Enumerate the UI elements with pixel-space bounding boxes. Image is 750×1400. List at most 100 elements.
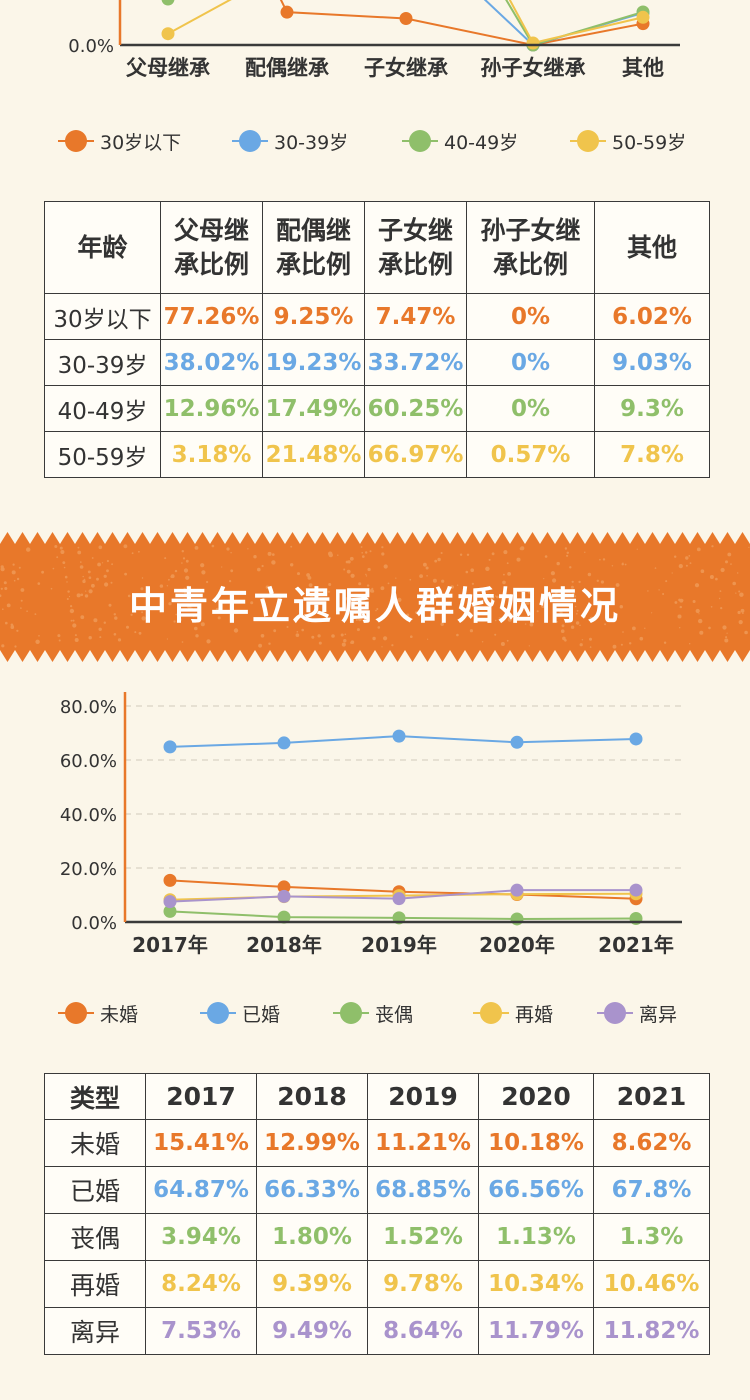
marital-status-line-chart: 0.0% 20.0% 40.0% 60.0% 80.0% 2017年 2018年 201… [60,692,682,957]
table-cell: 60.25% [364,385,467,432]
legend-swatch [473,1001,509,1025]
section-banner [0,532,750,662]
table-cell: 0% [466,293,595,340]
legend-swatch [570,129,606,153]
legend-item-married: 已婚 [200,998,280,1028]
table-cell: 8.64% [367,1307,479,1355]
table-cell: 7.8% [594,431,710,478]
x-tick-label: 配偶继承 [245,56,329,80]
data-point [629,732,643,746]
table-header-row: 类型 2017 2018 2019 2020 2021 [44,1073,710,1120]
legend-label: 30岁以下 [100,131,182,154]
legend-item-divorced: 离异 [597,998,677,1028]
legend-item-50-59: 50-59岁 [570,126,686,156]
table-cell: 66.97% [364,431,467,478]
data-point [510,883,524,897]
x-tick-label: 2021年 [598,933,674,957]
data-point [163,904,177,918]
table-cell: 1.80% [256,1213,368,1261]
table-row: 30-39岁 38.02% 19.23% 33.72% 0% 9.03% [44,339,710,386]
table-row: 丧偶 3.94% 1.80% 1.52% 1.13% 1.3% [44,1213,710,1261]
data-point [399,11,413,25]
table-cell: 10.18% [478,1119,594,1167]
inheritance-line-chart: 0.0% 父母继承 配偶继承 子女继承 孙子女继承 其他 [68,0,680,80]
row-label: 50-59岁 [44,431,161,478]
header-2019: 2019 [367,1073,479,1120]
table-cell: 10.34% [478,1260,594,1308]
data-point [163,895,177,909]
legend-item-remarried: 再婚 [473,998,553,1028]
legend-label: 离异 [639,1003,678,1026]
y-tick-label: 60.0% [60,751,117,772]
row-label: 已婚 [44,1166,146,1214]
legend-label: 再婚 [515,1003,554,1026]
header-2017: 2017 [145,1073,257,1120]
data-point [277,910,291,924]
table-cell: 0% [466,385,595,432]
legend-swatch [597,1001,633,1025]
table-header-row: 年龄 父母继承比例 配偶继承比例 子女继承比例 孙子女继承比例 其他 [44,201,710,294]
marital-status-table: 类型 2017 2018 2019 2020 2021 未婚 15.41% 12… [44,1073,710,1355]
data-point [526,36,540,50]
data-point [392,729,406,743]
header-grandchildren: 孙子女继承比例 [466,201,595,294]
inheritance-ratio-table: 年龄 父母继承比例 配偶继承比例 子女继承比例 孙子女继承比例 其他 30岁以下… [44,201,710,478]
row-label: 30-39岁 [44,339,161,386]
y-tick-label: 80.0% [60,697,117,718]
table-cell: 68.85% [367,1166,479,1214]
table-cell: 1.52% [367,1213,479,1261]
table-cell: 21.48% [262,431,365,478]
table-cell: 11.21% [367,1119,479,1167]
table-cell: 9.39% [256,1260,368,1308]
legend-label: 未婚 [100,1003,139,1026]
header-2020: 2020 [478,1073,594,1120]
table-cell: 10.46% [593,1260,710,1308]
legend-item-40-49: 40-49岁 [402,126,518,156]
x-tick-label: 2018年 [246,933,322,957]
data-point [636,10,650,24]
table-cell: 11.82% [593,1307,710,1355]
legend-label: 丧偶 [375,1003,414,1026]
x-tick-label: 2020年 [479,933,555,957]
table-cell: 38.02% [160,339,263,386]
data-point [277,880,291,894]
y-tick-label: 40.0% [60,805,117,826]
table-cell: 9.25% [262,293,365,340]
section-title: 中青年立遗嘱人群婚姻情况 [128,584,621,628]
legend-item-unmarried: 未婚 [58,998,138,1028]
table-cell: 66.56% [478,1166,594,1214]
table-cell: 1.13% [478,1213,594,1261]
table-cell: 12.96% [160,385,263,432]
table-cell: 7.53% [145,1307,257,1355]
table-cell: 9.49% [256,1307,368,1355]
x-tick-label: 孙子女继承 [481,56,586,80]
header-spouse: 配偶继承比例 [262,201,365,294]
legend-swatch [232,129,268,153]
row-label: 再婚 [44,1260,146,1308]
x-tick-label: 2019年 [361,933,437,957]
data-point [629,883,643,897]
legend-item-widowed: 丧偶 [333,998,413,1028]
data-point [277,889,291,903]
series-line [167,0,644,45]
row-label: 30岁以下 [44,293,161,340]
y-tick-label: 0.0% [71,913,117,934]
legend-label: 40-49岁 [444,131,519,154]
table-row: 再婚 8.24% 9.39% 9.78% 10.34% 10.46% [44,1260,710,1308]
table-cell: 7.47% [364,293,467,340]
legend-label: 已婚 [242,1003,281,1026]
header-age: 年龄 [44,201,161,294]
table-cell: 8.24% [145,1260,257,1308]
data-point [392,892,406,906]
legend-item-under30: 30岁以下 [58,126,181,156]
table-cell: 15.41% [145,1119,257,1167]
legend-swatch [402,129,438,153]
table-row: 未婚 15.41% 12.99% 11.21% 10.18% 8.62% [44,1119,710,1167]
table-cell: 9.78% [367,1260,479,1308]
data-point [161,0,175,6]
row-label: 未婚 [44,1119,146,1167]
table-cell: 77.26% [160,293,263,340]
table-cell: 67.8% [593,1166,710,1214]
row-label: 离异 [44,1307,146,1355]
legend-item-30-39: 30-39岁 [232,126,348,156]
